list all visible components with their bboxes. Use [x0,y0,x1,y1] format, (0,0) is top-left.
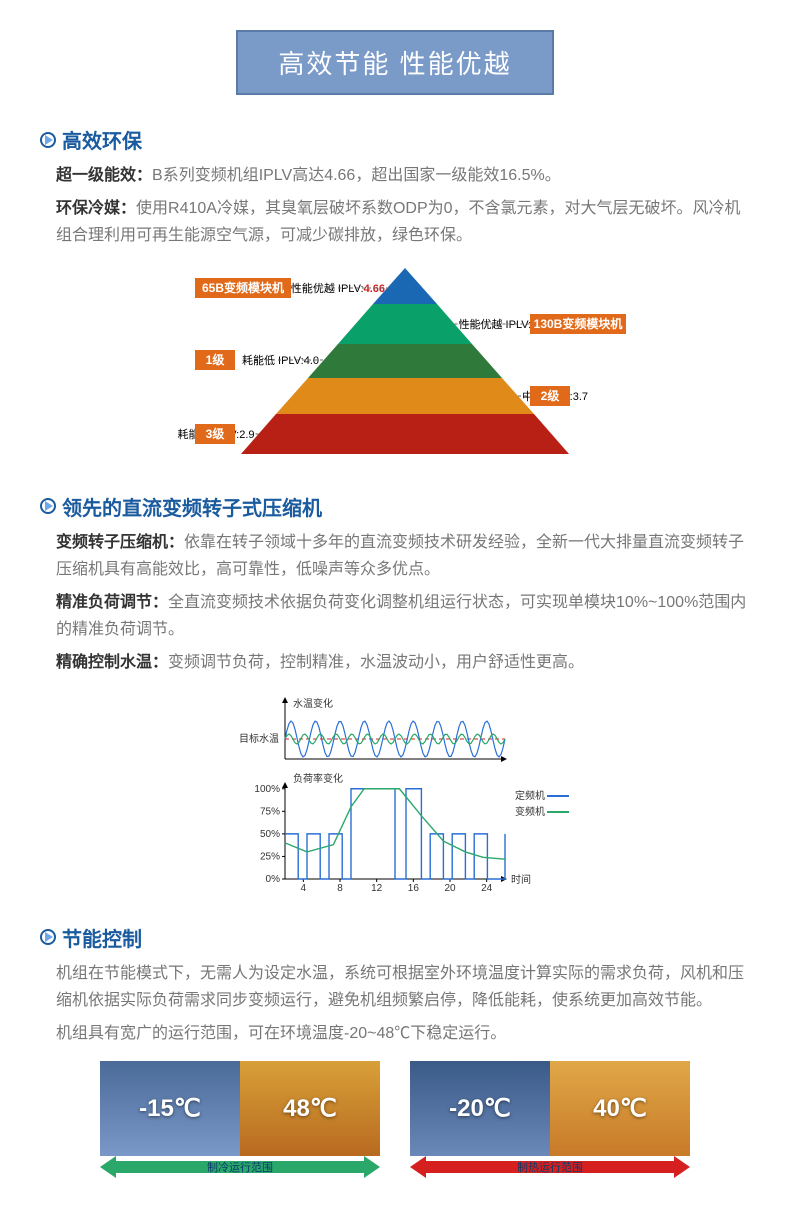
paragraph: 精确控制水温：变频调节负荷，控制精准，水温波动小，用户舒适性更高。 [56,649,750,676]
section-head: 节能控制 [40,923,750,952]
section-title: 高效环保 [62,125,142,154]
section-energy-control: 节能控制 机组在节能模式下，无需人为设定水温，系统可根据室外环境温度计算实际的需… [40,923,750,1179]
section-title: 节能控制 [62,923,142,952]
para-lead: 超一级能效： [56,167,152,184]
svg-text:0%: 0% [266,874,281,885]
svg-text:24: 24 [481,883,493,894]
banner: 高效节能 性能优越 [40,30,750,95]
section-compressor: 领先的直流变频转子式压缩机 变频转子压缩机：依靠在转子领域十多年的直流变频技术研… [40,492,750,899]
temperature-range-row: -15℃ 48℃ 制冷运行范围 -20℃ 40℃ 制热运行范围 [40,1061,750,1178]
para-lead: 环保冷媒： [56,200,136,217]
temp-image-pair: -20℃ 40℃ [410,1061,690,1156]
svg-text:130B变频模块机: 130B变频模块机 [534,316,623,331]
section-title: 领先的直流变频转子式压缩机 [62,492,322,521]
svg-text:20: 20 [444,883,456,894]
temp-range-label: 制热运行范围 [517,1159,583,1175]
section-efficiency: 高效环保 超一级能效：B系列变频机组IPLV高达4.66，超出国家一级能效16.… [40,125,750,468]
temp-cold-half: -20℃ [410,1061,550,1156]
section-head: 高效环保 [40,125,750,154]
bullet-icon [40,498,56,514]
temp-hot-half: 40℃ [550,1061,690,1156]
para-lead: 精准负荷调节： [56,594,168,611]
temperature-card: -20℃ 40℃ 制热运行范围 [410,1061,690,1178]
temp-range-bar: 制热运行范围 [410,1156,690,1178]
svg-text:8: 8 [337,883,343,894]
svg-text:定频机: 定频机 [515,789,545,802]
svg-text:目标水温: 目标水温 [239,733,279,745]
paragraph: 超一级能效：B系列变频机组IPLV高达4.66，超出国家一级能效16.5%。 [56,162,750,189]
para-lead: 精确控制水温： [56,654,168,671]
line-chart: 水温变化目标水温负荷率变化时间 0% 25% 50% 75% 100% 4 8 12 16 20 24… [40,689,750,899]
svg-text:75%: 75% [260,806,280,817]
paragraph: 变频转子压缩机：依靠在转子领域十多年的直流变频技术研发经验，全新一代大排量直流变… [56,529,750,583]
paragraph: 环保冷媒：使用R410A冷媒，其臭氧层破坏系数ODP为0，不含氯元素，对大气层无… [56,195,750,249]
svg-text:1级: 1级 [206,352,225,367]
svg-text:16: 16 [408,883,420,894]
temp-image-pair: -15℃ 48℃ [100,1061,380,1156]
svg-text:25%: 25% [260,851,280,862]
paragraph: 精准负荷调节：全直流变频技术依据负荷变化调整机组运行状态，可实现单模块10%~1… [56,589,750,643]
svg-text:2级: 2级 [541,388,560,403]
svg-text:100%: 100% [254,783,280,794]
svg-text:65B变频模块机: 65B变频模块机 [202,280,284,295]
svg-text:50%: 50% [260,828,280,839]
temp-cold-half: -15℃ [100,1061,240,1156]
pyramid-chart: 性能优越 IPLV:4.6665B变频模块机性能优越 IPLV:4.50130B… [40,268,750,468]
bullet-icon [40,929,56,945]
paragraph: 机组具有宽广的运行范围，可在环境温度-20~48℃下稳定运行。 [56,1020,750,1047]
svg-text:水温变化: 水温变化 [293,697,333,710]
svg-text:4: 4 [301,883,307,894]
temp-range-label: 制冷运行范围 [207,1159,273,1175]
svg-text:负荷率变化: 负荷率变化 [293,772,343,785]
temp-range-bar: 制冷运行范围 [100,1156,380,1178]
temp-hot-half: 48℃ [240,1061,380,1156]
para-body: B系列变频机组IPLV高达4.66，超出国家一级能效16.5%。 [152,167,561,184]
temperature-card: -15℃ 48℃ 制冷运行范围 [100,1061,380,1178]
para-body: 变频调节负荷，控制精准，水温波动小，用户舒适性更高。 [168,654,584,671]
para-body: 使用R410A冷媒，其臭氧层破坏系数ODP为0，不含氯元素，对大气层无破坏。风冷… [56,200,741,244]
svg-text:12: 12 [371,883,383,894]
section-head: 领先的直流变频转子式压缩机 [40,492,750,521]
para-lead: 变频转子压缩机： [56,534,184,551]
svg-text:变频机: 变频机 [515,805,545,818]
svg-text:时间: 时间 [511,873,531,886]
svg-text:3级: 3级 [206,426,225,441]
bullet-icon [40,132,56,148]
banner-title: 高效节能 性能优越 [236,30,553,95]
paragraph: 机组在节能模式下，无需人为设定水温，系统可根据室外环境温度计算实际的需求负荷，风… [56,960,750,1014]
